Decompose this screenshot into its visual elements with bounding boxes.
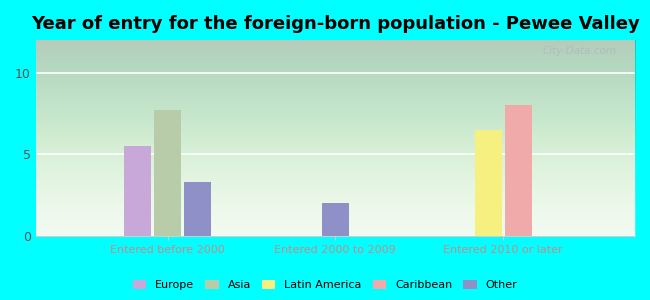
Legend: Europe, Asia, Latin America, Caribbean, Other: Europe, Asia, Latin America, Caribbean, … bbox=[128, 275, 522, 294]
Text: City-Data.com: City-Data.com bbox=[543, 46, 617, 56]
Bar bbox=[184, 182, 211, 236]
Bar bbox=[504, 105, 532, 236]
Title: Year of entry for the foreign-born population - Pewee Valley: Year of entry for the foreign-born popul… bbox=[31, 15, 640, 33]
Bar bbox=[322, 203, 349, 236]
Bar bbox=[154, 110, 181, 236]
Bar bbox=[474, 130, 502, 236]
Bar bbox=[124, 146, 151, 236]
